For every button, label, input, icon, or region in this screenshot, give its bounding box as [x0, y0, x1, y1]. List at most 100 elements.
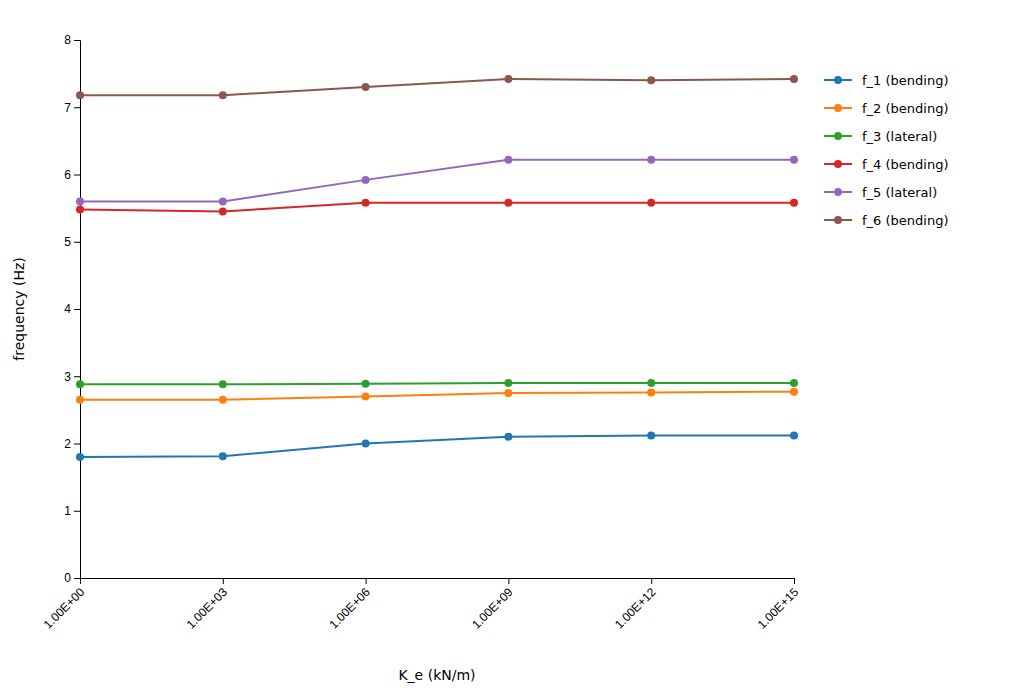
series-marker: [790, 388, 798, 396]
series-marker: [362, 199, 370, 207]
legend-label: f_6 (bending): [862, 213, 948, 228]
series: [76, 75, 798, 99]
legend-label: f_5 (lateral): [862, 185, 937, 200]
x-tick-mark: [651, 578, 652, 584]
y-tick: 8: [64, 33, 80, 47]
x-tick: 1.00E+06: [326, 578, 373, 632]
series-marker: [647, 199, 655, 207]
x-tick: 1.00E+03: [184, 578, 231, 632]
y-axis: 0 1 2 3 4 5 6 7 8: [64, 33, 80, 585]
y-tick-label: 2: [64, 437, 71, 451]
x-axis-title: K_e (kN/m): [398, 667, 475, 683]
y-tick-label: 4: [64, 302, 71, 316]
series-marker: [790, 379, 798, 387]
marks: [76, 75, 798, 461]
y-tick-mark: [74, 175, 80, 176]
series-marker: [76, 205, 84, 213]
series-line: [80, 435, 794, 457]
y-tick: 4: [64, 302, 80, 316]
legend-label: f_3 (lateral): [862, 129, 937, 144]
legend-item: f_3 (lateral): [824, 129, 937, 144]
chart: 1.00E+00 1.00E+03 1.00E+06 1.00E+09 1.00E+12…: [0, 0, 1024, 698]
series-marker: [76, 453, 84, 461]
x-axis-line: [81, 579, 795, 585]
y-tick-mark: [74, 444, 80, 445]
legend-item: f_2 (bending): [824, 101, 948, 116]
legend-marker: [834, 188, 842, 196]
series-line: [80, 79, 794, 95]
y-tick-mark: [74, 511, 80, 512]
y-tick-mark: [74, 107, 80, 108]
series-marker: [362, 392, 370, 400]
x-tick-label: 1.00E+15: [755, 585, 802, 632]
series-marker: [219, 380, 227, 388]
y-tick-label: 1: [64, 504, 71, 518]
series-marker: [219, 396, 227, 404]
series-marker: [504, 433, 512, 441]
series-line: [80, 383, 794, 384]
legend-marker: [834, 76, 842, 84]
y-tick-label: 7: [64, 101, 71, 115]
series-marker: [647, 156, 655, 164]
y-tick-mark: [74, 242, 80, 243]
y-tick: 7: [64, 101, 80, 115]
series-marker: [362, 380, 370, 388]
y-axis-title: frequency (Hz): [11, 257, 27, 360]
y-tick-label: 0: [64, 571, 71, 585]
y-tick-mark: [74, 578, 80, 579]
x-tick-label: 1.00E+03: [184, 585, 231, 632]
y-tick: 0: [64, 571, 80, 585]
y-tick-mark: [74, 376, 80, 377]
x-tick-mark: [508, 578, 509, 584]
legend-marker: [834, 132, 842, 140]
legend-label: f_2 (bending): [862, 101, 948, 116]
legend-item: f_4 (bending): [824, 157, 948, 172]
series-marker: [219, 207, 227, 215]
series-marker: [790, 199, 798, 207]
x-tick-label: 1.00E+12: [612, 585, 659, 632]
series-marker: [76, 380, 84, 388]
series-marker: [76, 91, 84, 99]
series: [76, 379, 798, 388]
x-tick-label: 1.00E+06: [326, 585, 373, 632]
series: [76, 156, 798, 206]
series-marker: [790, 431, 798, 439]
series-marker: [76, 197, 84, 205]
y-tick-mark: [74, 309, 80, 310]
legend-marker: [834, 216, 842, 224]
y-tick: 6: [64, 168, 80, 182]
series-marker: [362, 440, 370, 448]
y-tick: 1: [64, 504, 80, 518]
x-tick-mark: [794, 578, 795, 584]
series-marker: [504, 199, 512, 207]
y-tick-mark: [74, 40, 80, 41]
series-marker: [76, 396, 84, 404]
series-marker: [790, 75, 798, 83]
x-tick: 1.00E+00: [41, 578, 88, 632]
y-tick: 2: [64, 437, 80, 451]
series-line: [80, 160, 794, 202]
x-tick-mark: [366, 578, 367, 584]
series-marker: [647, 379, 655, 387]
y-tick-label: 5: [64, 235, 71, 249]
series-line: [80, 392, 794, 400]
series-marker: [790, 156, 798, 164]
series-marker: [362, 83, 370, 91]
series-marker: [647, 76, 655, 84]
y-tick: 5: [64, 235, 80, 249]
y-tick-label: 3: [64, 370, 71, 384]
x-tick-mark: [223, 578, 224, 584]
series-marker: [219, 197, 227, 205]
legend: f_1 (bending)f_2 (bending)f_3 (lateral)f…: [824, 73, 948, 228]
series-marker: [219, 452, 227, 460]
series-marker: [504, 389, 512, 397]
series: [76, 431, 798, 460]
legend-item: f_5 (lateral): [824, 185, 937, 200]
x-tick: 1.00E+09: [469, 578, 516, 632]
series-marker: [504, 75, 512, 83]
series-marker: [504, 379, 512, 387]
legend-marker: [834, 104, 842, 112]
series: [76, 388, 798, 404]
legend-marker: [834, 160, 842, 168]
series-marker: [647, 431, 655, 439]
